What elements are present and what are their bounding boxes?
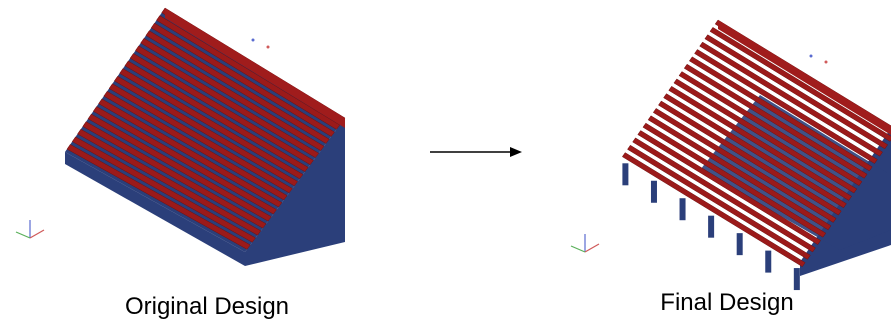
- caption: Original Design: [125, 293, 289, 320]
- leg: [622, 163, 628, 185]
- marker: [810, 55, 813, 58]
- marker: [825, 61, 828, 64]
- leg: [737, 233, 743, 255]
- axis-triad: [16, 220, 44, 238]
- scene: Original Design Final Design: [0, 0, 891, 321]
- final-model: [622, 20, 891, 290]
- caption: Final Design: [660, 289, 793, 316]
- arrow-head: [510, 147, 522, 157]
- marker: [252, 39, 255, 42]
- original-model: [65, 8, 345, 266]
- leg: [708, 216, 714, 238]
- leg: [651, 181, 657, 203]
- axis-triad: [571, 234, 599, 252]
- leg: [680, 198, 686, 220]
- page: Original Design Final Design (() => { co…: [0, 0, 891, 321]
- leg: [765, 251, 771, 273]
- marker: [267, 46, 270, 49]
- leg: [794, 268, 800, 290]
